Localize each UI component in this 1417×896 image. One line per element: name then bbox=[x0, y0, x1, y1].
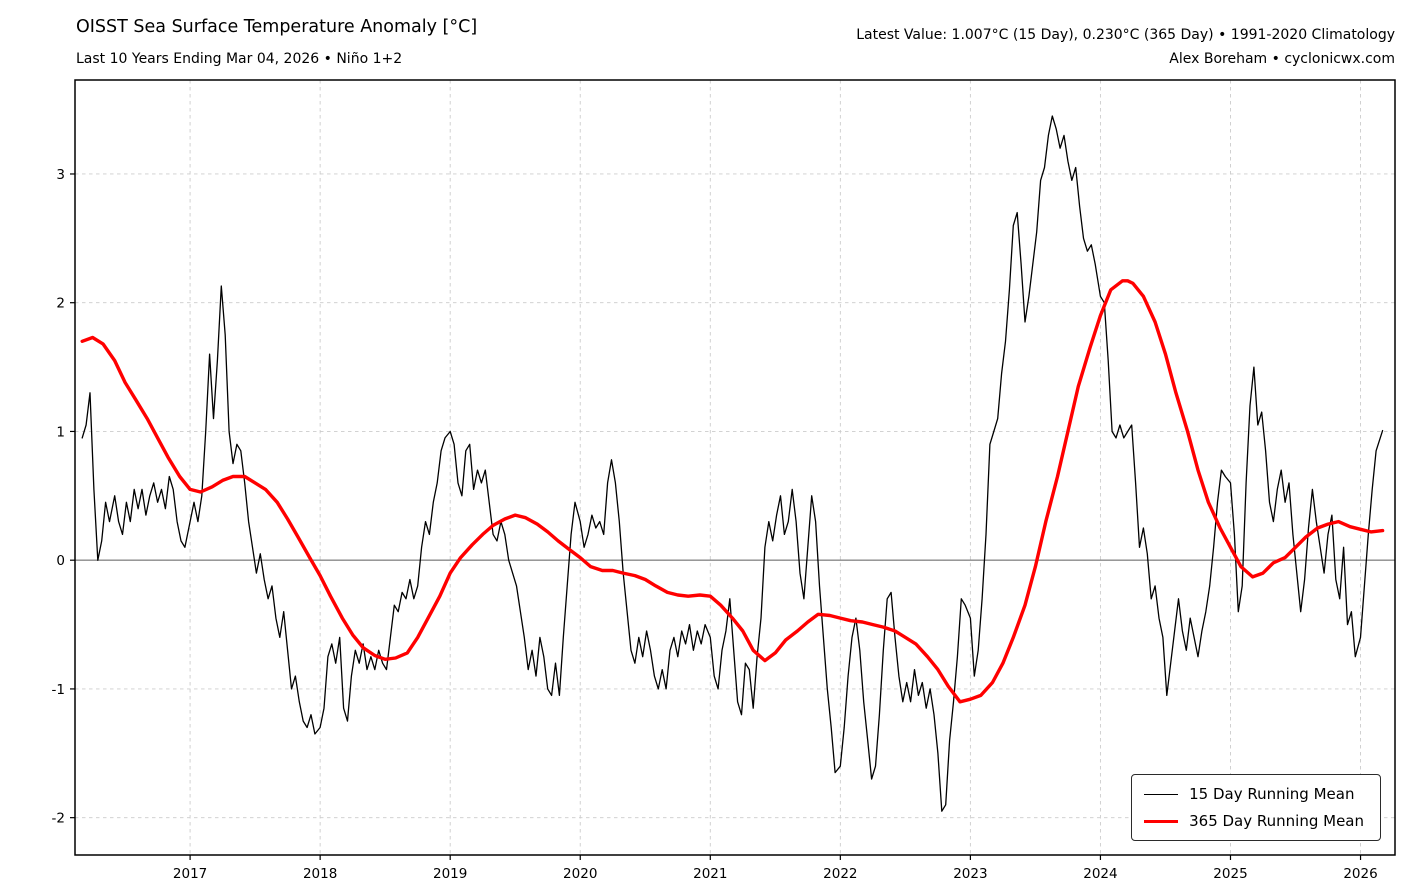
y-tick-label: 0 bbox=[56, 553, 65, 569]
y-tick-label: 1 bbox=[56, 424, 65, 440]
credit-text: Alex Boreham • cyclonicwx.com bbox=[1169, 51, 1395, 67]
chart-title: OISST Sea Surface Temperature Anomaly [°… bbox=[76, 17, 478, 37]
x-tick-label: 2019 bbox=[433, 866, 467, 882]
series-15day-line bbox=[81, 115, 1384, 812]
latest-value-text: Latest Value: 1.007°C (15 Day), 0.230°C … bbox=[856, 27, 1395, 43]
x-tick-label: 2022 bbox=[823, 866, 857, 882]
y-tick-label: -2 bbox=[52, 811, 65, 827]
x-tick-label: 2018 bbox=[303, 866, 337, 882]
x-tick-label: 2026 bbox=[1343, 866, 1377, 882]
x-tick-label: 2025 bbox=[1213, 866, 1247, 882]
chart-canvas: 2017 2018 2019 2020 2021 2022 2023 2024 2025 2026… bbox=[52, 79, 1396, 882]
series-365day-line bbox=[80, 279, 1385, 704]
x-tick-label: 2021 bbox=[693, 866, 727, 882]
x-tick-label: 2023 bbox=[953, 866, 987, 882]
plot-border bbox=[74, 79, 1396, 856]
legend-line-365day-icon bbox=[1144, 819, 1179, 823]
legend-item-365day: 365 Day Running Mean bbox=[1144, 812, 1364, 830]
chart-subtitle: Last 10 Years Ending Mar 04, 2026 • Niño… bbox=[76, 51, 403, 67]
plot-area: 2017 2018 2019 2020 2021 2022 2023 2024 2025 2026… bbox=[52, 79, 1396, 882]
y-tick-label: 2 bbox=[56, 296, 65, 312]
x-tick-label: 2017 bbox=[173, 866, 207, 882]
legend: 15 Day Running Mean 365 Day Running Mean bbox=[1131, 774, 1381, 841]
legend-label-365day: 365 Day Running Mean bbox=[1189, 812, 1364, 830]
x-tick-label: 2020 bbox=[563, 866, 597, 882]
y-tick-label: -1 bbox=[52, 682, 65, 698]
legend-label-15day: 15 Day Running Mean bbox=[1189, 785, 1355, 803]
legend-item-15day: 15 Day Running Mean bbox=[1144, 785, 1364, 803]
x-tick-label: 2024 bbox=[1083, 866, 1117, 882]
legend-line-15day-icon bbox=[1144, 793, 1179, 795]
y-tick-label: 3 bbox=[56, 167, 65, 183]
